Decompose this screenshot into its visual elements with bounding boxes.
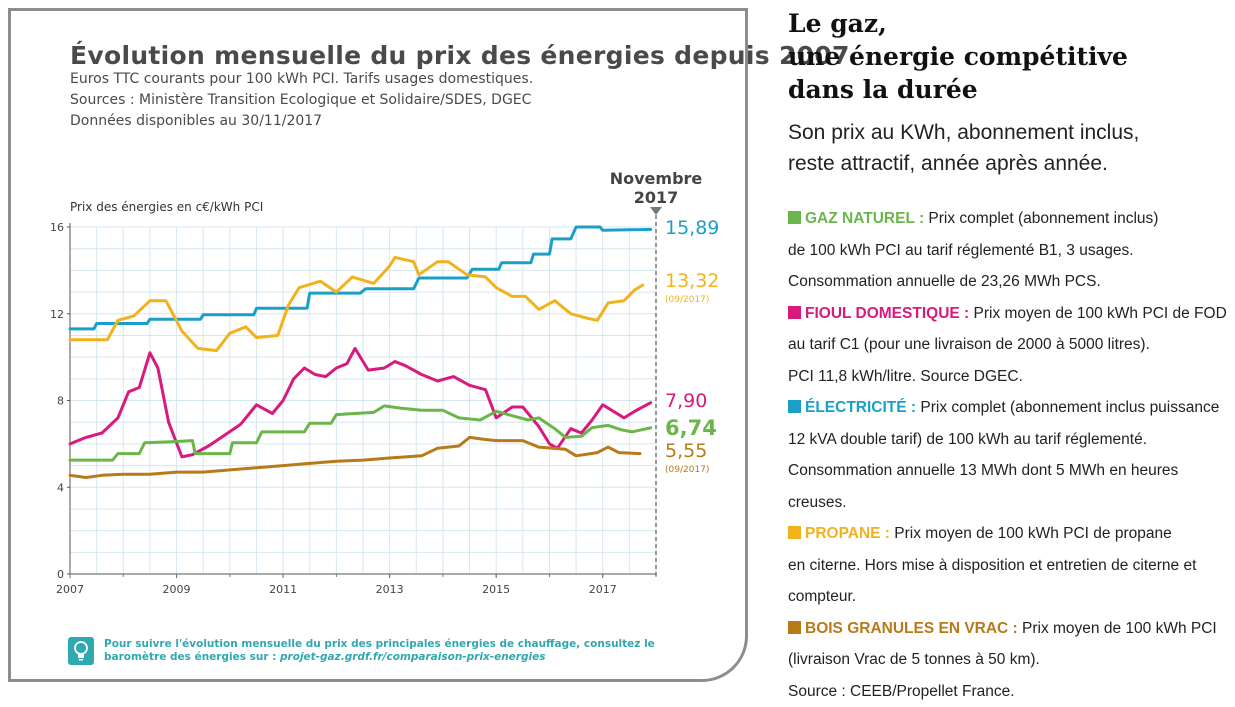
- marker-label-year: 2017: [634, 188, 679, 207]
- page-title-line-1: Le gaz,: [788, 7, 1128, 40]
- barometer-note: Pour suivre l'évolution mensuelle du pri…: [104, 638, 684, 664]
- legend-item-gaz: GAZ NATUREL : Prix complet (abonnement i…: [788, 203, 1230, 298]
- legend-item-bois: BOIS GRANULES EN VRAC : Prix moyen de 10…: [788, 613, 1230, 707]
- legend-item-propane: PROPANE : Prix moyen de 100 kWh PCI de p…: [788, 518, 1230, 613]
- series-line-propane: [70, 257, 643, 350]
- page-subtitle-line-2: reste attractif, année après année.: [788, 148, 1228, 179]
- legend-text-bois-2: (livraison Vrac de 5 tonnes à 50 km).: [788, 644, 1230, 676]
- y-tick-label: 12: [50, 308, 64, 321]
- end-value-bois: 5,55: [665, 440, 707, 462]
- legend-label-fioul: FIOUL DOMESTIQUE :: [805, 305, 969, 322]
- series-line-gaz: [70, 406, 651, 460]
- legend-text-fioul-3: PCI 11,8 kWh/litre. Source DGEC.: [788, 361, 1230, 393]
- legend-text-bois-1: Prix moyen de 100 kWh PCI: [1018, 620, 1217, 637]
- price-evolution-chart: Prix des énergies en c€/kWh PCI 0 4 8 12 16 2…: [0, 0, 760, 640]
- legend-text-gaz-3: Consommation annuelle de 23,26 MWh PCS.: [788, 266, 1230, 298]
- y-tick-label: 4: [57, 481, 64, 494]
- lightbulb-icon: [68, 637, 94, 665]
- marker-label-month: Novembre: [610, 169, 703, 188]
- legend-text-fioul-1: Prix moyen de 100 kWh PCI de FOD: [969, 305, 1227, 322]
- end-value-fioul: 7,90: [665, 390, 707, 412]
- page-title-line-3: dans la durée: [788, 73, 1128, 106]
- energy-legend: GAZ NATUREL : Prix complet (abonnement i…: [788, 203, 1230, 707]
- legend-swatch-fioul: [788, 306, 801, 319]
- x-tick-label: 2007: [56, 583, 84, 596]
- legend-text-elec-1: Prix complet (abonnement inclus puissanc…: [916, 399, 1219, 416]
- legend-label-gaz: GAZ NATUREL :: [805, 210, 924, 227]
- page-subtitle-line-1: Son prix au KWh, abonnement inclus,: [788, 117, 1228, 148]
- legend-swatch-elec: [788, 400, 801, 413]
- legend-swatch-bois: [788, 621, 801, 634]
- legend-text-propane-1: Prix moyen de 100 kWh PCI de propane: [890, 525, 1172, 542]
- y-axis-label: Prix des énergies en c€/kWh PCI: [70, 200, 263, 214]
- page-title: Le gaz, une énergie compétitive dans la …: [788, 7, 1128, 106]
- end-value-elec: 15,89: [665, 217, 719, 239]
- y-tick-label: 16: [50, 221, 64, 234]
- legend-item-fioul: FIOUL DOMESTIQUE : Prix moyen de 100 kWh…: [788, 298, 1230, 393]
- legend-swatch-gaz: [788, 211, 801, 224]
- legend-label-bois: BOIS GRANULES EN VRAC :: [805, 620, 1018, 637]
- marker-arrow-icon: [650, 207, 662, 215]
- legend-text-gaz-1: Prix complet (abonnement inclus): [924, 210, 1158, 227]
- end-note-bois: (09/2017): [665, 465, 709, 475]
- y-tick-label: 0: [57, 568, 64, 581]
- legend-text-gaz-2: de 100 kWh PCI au tarif réglementé B1, 3…: [788, 235, 1230, 267]
- page-title-line-2: une énergie compétitive: [788, 40, 1128, 73]
- legend-text-propane-2: en citerne. Hors mise à disposition et e…: [788, 550, 1230, 582]
- legend-label-elec: ÉLECTRICITÉ :: [805, 399, 916, 416]
- end-note-propane: (09/2017): [665, 295, 709, 305]
- x-tick-label: 2017: [589, 583, 617, 596]
- series-line-fioul: [70, 348, 651, 457]
- legend-text-elec-2: 12 kVA double tarif) de 100 kWh au tarif…: [788, 424, 1230, 456]
- legend-item-elec: ÉLECTRICITÉ : Prix complet (abonnement i…: [788, 392, 1230, 518]
- legend-label-propane: PROPANE :: [805, 525, 890, 542]
- legend-text-elec-3: Consommation annuelle 13 MWh dont 5 MWh …: [788, 455, 1230, 518]
- x-tick-label: 2009: [163, 583, 191, 596]
- end-value-gaz: 6,74: [665, 416, 717, 440]
- legend-text-bois-3: Source : CEEB/Propellet France.: [788, 676, 1230, 707]
- page-subtitle: Son prix au KWh, abonnement inclus, rest…: [788, 117, 1228, 179]
- x-tick-label: 2015: [482, 583, 510, 596]
- x-tick-label: 2011: [269, 583, 297, 596]
- barometer-link[interactable]: projet-gaz.grdf.fr/comparaison-prix-ener…: [280, 651, 545, 663]
- legend-swatch-propane: [788, 526, 801, 539]
- end-value-propane: 13,32: [665, 270, 719, 292]
- y-tick-label: 8: [57, 395, 64, 408]
- legend-text-propane-3: compteur.: [788, 581, 1230, 613]
- legend-text-fioul-2: au tarif C1 (pour une livraison de 2000 …: [788, 329, 1230, 361]
- x-tick-label: 2013: [376, 583, 404, 596]
